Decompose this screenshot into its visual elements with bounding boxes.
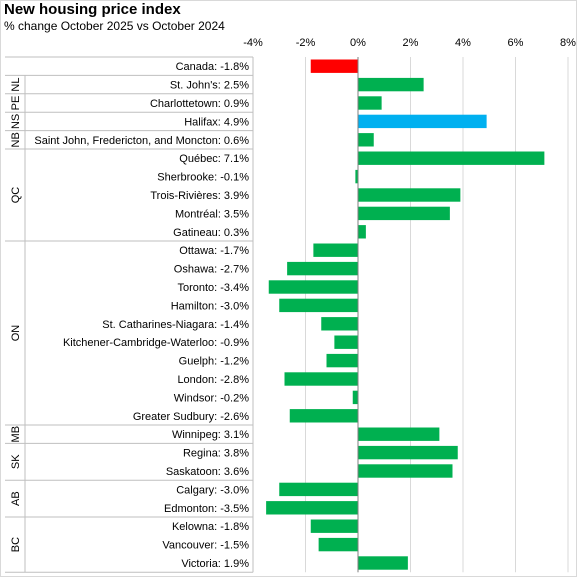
category-label: Calgary: -3.0% [176, 484, 249, 496]
province-label: PE [10, 96, 22, 111]
category-label: Sherbrooke: -0.1% [157, 172, 249, 184]
category-label: Kitchener-Cambridge-Waterloo: -0.9% [63, 337, 249, 349]
x-tick-label: 2% [403, 37, 419, 49]
province-label: QC [10, 187, 22, 204]
bar [352, 390, 358, 405]
category-label: Trois-Rivières: 3.9% [150, 190, 249, 202]
category-label: Regina: 3.8% [183, 448, 249, 460]
category-label: Hamilton: -3.0% [171, 300, 249, 312]
bar [334, 335, 358, 349]
province-label: NL [10, 78, 22, 92]
bar [318, 537, 358, 552]
category-label: Edmonton: -3.5% [164, 503, 249, 515]
category-label: Halifax: 4.9% [184, 116, 249, 128]
bar [358, 96, 382, 110]
category-label: Vancouver: -1.5% [162, 540, 249, 552]
category-label: Canada: -1.8% [176, 61, 250, 73]
bar [287, 261, 358, 276]
category-label: Victoria: 1.9% [181, 558, 249, 570]
province-label: ON [10, 325, 22, 342]
province-label: BC [10, 537, 22, 552]
bar [358, 427, 440, 441]
bar [355, 169, 358, 184]
x-tick-label: -2% [296, 37, 316, 49]
x-tick-label: 0% [350, 37, 366, 49]
bar [268, 280, 358, 294]
category-label: Québec: 7.1% [179, 153, 249, 165]
province-label: NB [10, 132, 22, 147]
x-tick-label: 6% [508, 37, 524, 49]
category-label: St. Catharines-Niagara: -1.4% [102, 319, 249, 331]
category-label: Guelph: -1.2% [179, 356, 250, 368]
bar [289, 409, 358, 423]
category-label: Toronto: -3.4% [177, 282, 249, 294]
bar [310, 59, 358, 73]
x-tick-label: 4% [455, 37, 471, 49]
category-label: Winnipeg: 3.1% [172, 429, 249, 441]
province-label: NS [10, 114, 22, 129]
bar [284, 372, 358, 386]
bar [321, 317, 358, 331]
category-label: St. John's: 2.5% [170, 80, 249, 92]
bar [358, 151, 545, 165]
province-label: SK [10, 454, 22, 469]
bar [358, 556, 408, 570]
bar [326, 353, 358, 368]
category-label: Ottawa: -1.7% [179, 245, 249, 257]
province-label: MB [10, 426, 22, 443]
bar [279, 482, 358, 497]
category-label: Greater Sudbury: -2.6% [133, 411, 249, 423]
category-label: Windsor: -0.2% [174, 392, 249, 404]
bar [358, 445, 458, 460]
bar [279, 298, 358, 313]
bar [358, 77, 424, 92]
bar [358, 133, 374, 147]
category-label: Montréal: 3.5% [175, 208, 249, 220]
bar [358, 225, 366, 239]
category-label: Saskatoon: 3.6% [166, 466, 249, 478]
bar [313, 243, 358, 257]
bar [358, 206, 450, 221]
bar [310, 519, 358, 533]
category-label: Oshawa: -2.7% [174, 264, 249, 276]
category-label: Gatineau: 0.3% [173, 227, 249, 239]
x-tick-label: 8% [560, 37, 576, 49]
category-label: Kelowna: -1.8% [172, 521, 249, 533]
bar [358, 464, 453, 478]
chart-subtitle: % change October 2025 vs October 2024 [4, 19, 225, 33]
chart-title: New housing price index [4, 1, 181, 18]
bar [358, 114, 487, 129]
bar [358, 188, 461, 202]
category-label: Charlottetown: 0.9% [150, 98, 249, 110]
category-label: London: -2.8% [177, 374, 249, 386]
province-label: AB [10, 491, 22, 506]
x-tick-label: -4% [243, 37, 263, 49]
bar [266, 501, 358, 515]
category-label: Saint John, Fredericton, and Moncton: 0.… [34, 135, 249, 147]
